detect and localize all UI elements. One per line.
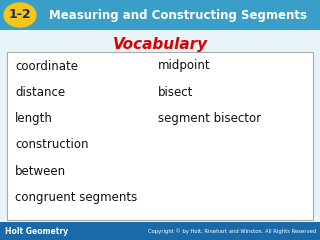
Text: congruent segments: congruent segments: [15, 191, 137, 204]
Text: construction: construction: [15, 138, 89, 151]
Bar: [0, 222, 320, 240]
Text: coordinate: coordinate: [15, 60, 78, 72]
Bar: [0, 30, 320, 222]
Text: between: between: [15, 165, 66, 178]
Text: length: length: [15, 112, 53, 125]
Text: Copyright © by Holt, Rinehart and Winston. All Rights Reserved: Copyright © by Holt, Rinehart and Winsto…: [148, 228, 316, 234]
Bar: [0, 0, 320, 30]
FancyBboxPatch shape: [7, 52, 313, 220]
Text: midpoint: midpoint: [158, 60, 211, 72]
Text: bisect: bisect: [158, 86, 193, 99]
Text: segment bisector: segment bisector: [158, 112, 261, 125]
Text: Holt Geometry: Holt Geometry: [5, 227, 68, 235]
Text: 1-2: 1-2: [9, 8, 31, 22]
Ellipse shape: [4, 3, 36, 27]
Text: Measuring and Constructing Segments: Measuring and Constructing Segments: [49, 8, 307, 22]
Text: Vocabulary: Vocabulary: [112, 36, 208, 52]
Text: distance: distance: [15, 86, 65, 99]
